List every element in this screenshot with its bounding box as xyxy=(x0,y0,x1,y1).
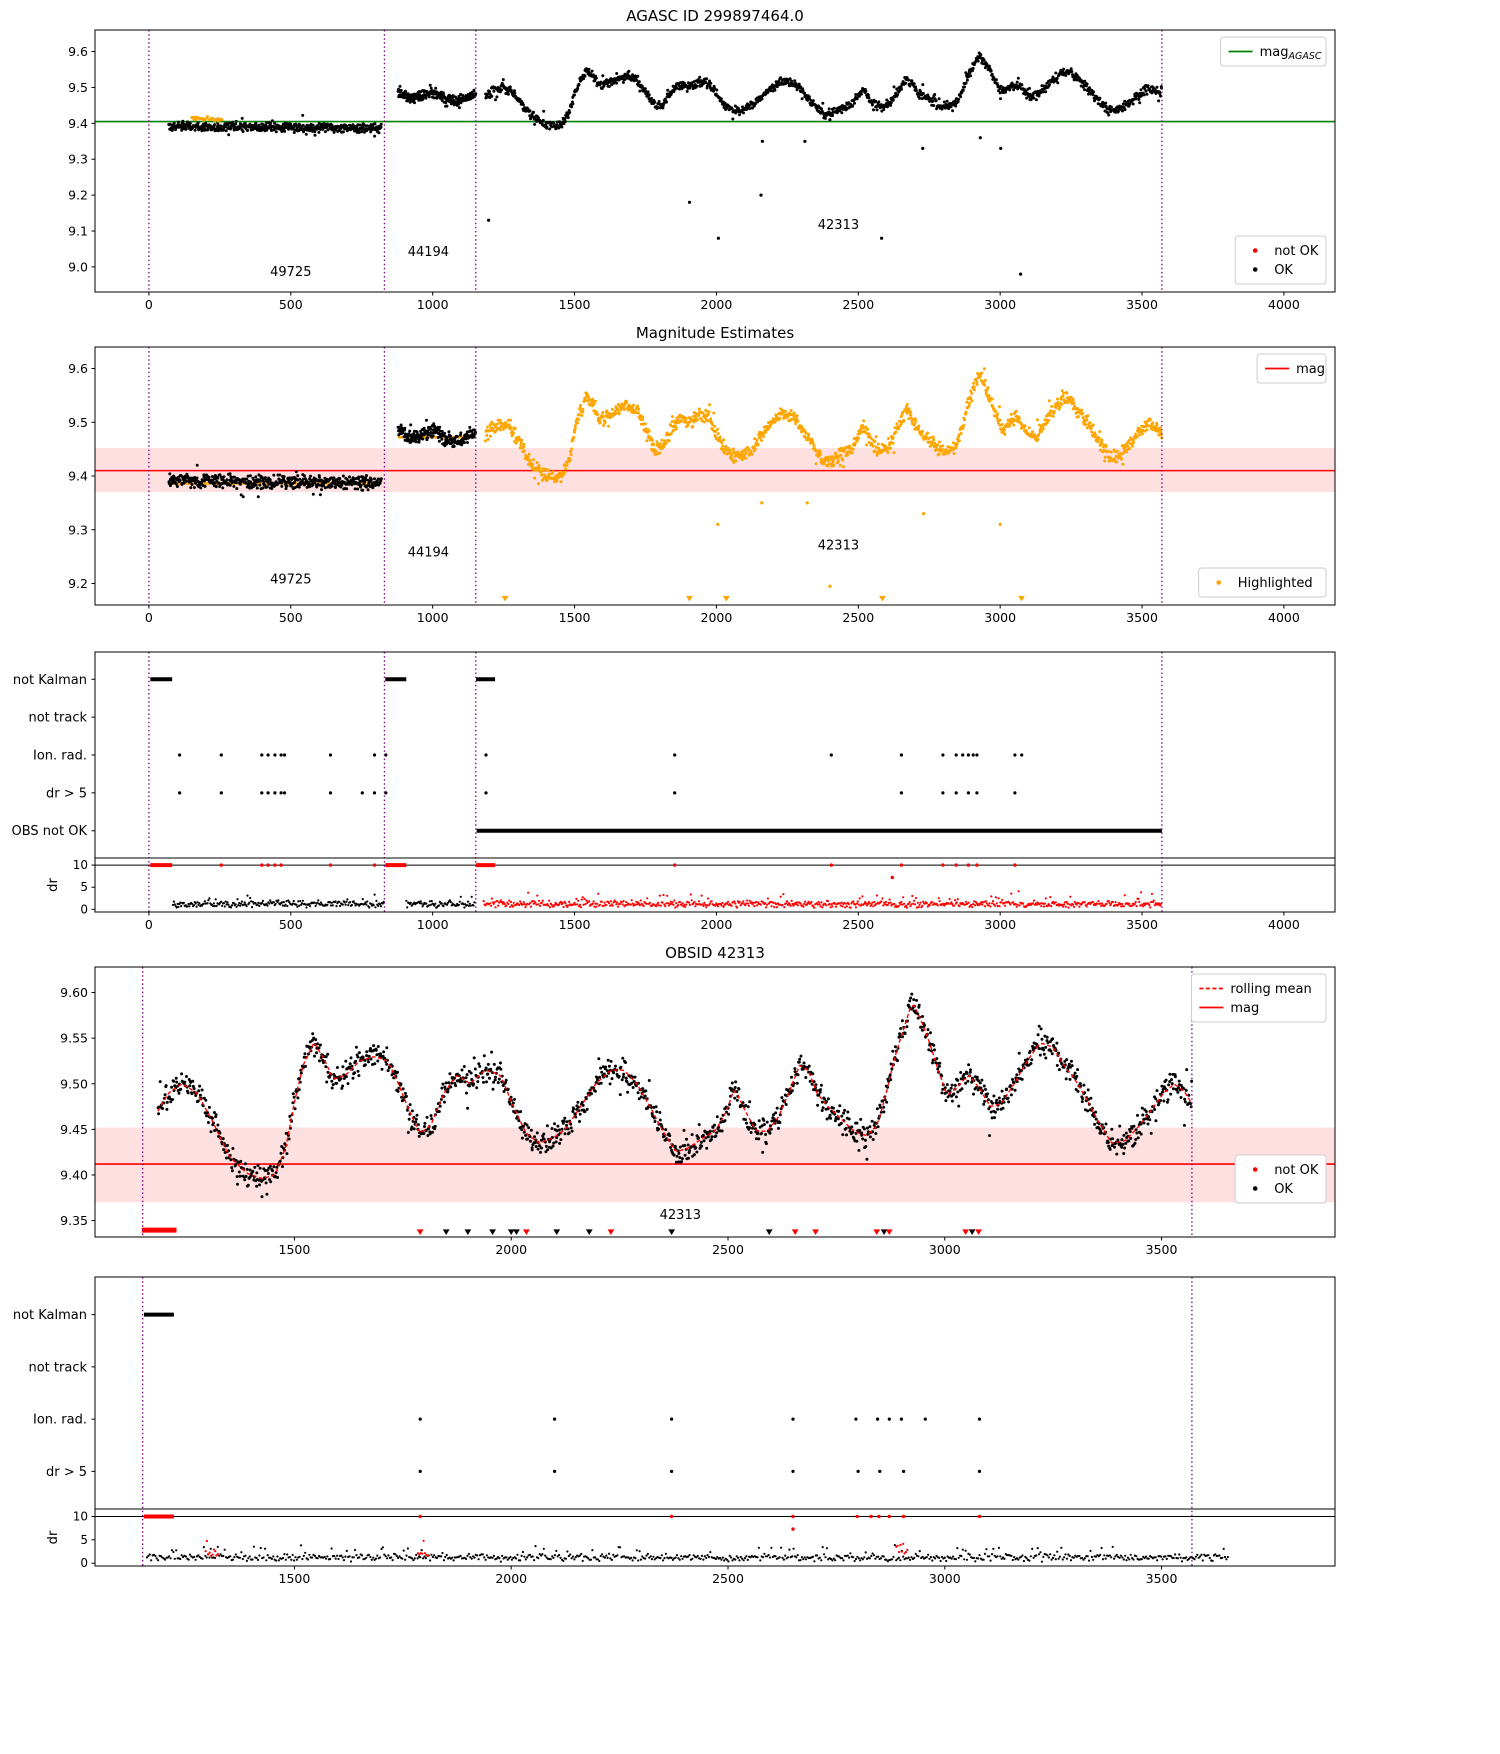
x-tick-label: 0 xyxy=(145,610,153,625)
obsid-annotation: 42313 xyxy=(660,1208,701,1223)
obsid-annotation: 44194 xyxy=(408,546,449,561)
y-tick-label: 9.40 xyxy=(60,1167,88,1182)
dr-axis-label: dr xyxy=(46,1530,61,1544)
legend-label: OK xyxy=(1274,1182,1293,1197)
x-tick-label: 2000 xyxy=(701,610,733,625)
legend-label: not OK xyxy=(1274,244,1319,259)
x-tick-label: 2000 xyxy=(701,297,733,312)
y-tick-label: 9.45 xyxy=(60,1122,88,1137)
legend-dot-sample xyxy=(1253,1186,1258,1191)
x-tick-label: 2000 xyxy=(701,917,733,932)
x-tick-label: 1500 xyxy=(559,297,591,312)
y-tick-label: 9.3 xyxy=(68,522,88,537)
legend-dot-sample xyxy=(1253,248,1258,253)
flag-row-label: dr > 5 xyxy=(46,1465,87,1480)
x-tick-label: 2500 xyxy=(842,297,874,312)
y-tick-label: 9.3 xyxy=(68,152,88,167)
x-tick-label: 2000 xyxy=(495,1242,527,1257)
y-tick-label: 9.4 xyxy=(68,469,88,484)
dr-tick-label: 10 xyxy=(73,858,88,872)
dr-tick-label: 5 xyxy=(80,880,88,894)
x-tick-label: 2500 xyxy=(712,1242,744,1257)
x-tick-label: 4000 xyxy=(1268,917,1300,932)
x-tick-label: 2500 xyxy=(842,917,874,932)
y-tick-label: 9.35 xyxy=(60,1213,88,1228)
y-tick-label: 9.2 xyxy=(68,576,88,591)
legend-label: mag xyxy=(1296,362,1325,377)
legend-label: rolling mean xyxy=(1230,982,1311,997)
x-tick-label: 1500 xyxy=(559,610,591,625)
y-tick-label: 9.55 xyxy=(60,1031,88,1046)
x-tick-label: 1000 xyxy=(417,917,449,932)
y-tick-label: 9.2 xyxy=(68,188,88,203)
x-tick-label: 500 xyxy=(279,610,303,625)
obsid-annotation: 42313 xyxy=(818,539,859,554)
y-tick-label: 9.60 xyxy=(60,985,88,1000)
x-tick-label: 1000 xyxy=(417,610,449,625)
x-tick-label: 1000 xyxy=(417,297,449,312)
legend-dot-sample xyxy=(1253,1167,1258,1172)
x-tick-label: 500 xyxy=(279,917,303,932)
flag-row-label: not Kalman xyxy=(13,1308,87,1323)
y-tick-label: 9.50 xyxy=(60,1076,88,1091)
legend-label: Highlighted xyxy=(1238,576,1313,591)
dr-tick-label: 5 xyxy=(80,1533,88,1547)
x-tick-label: 3000 xyxy=(984,297,1016,312)
x-tick-label: 3000 xyxy=(929,1571,961,1586)
dr-axis-label: dr xyxy=(46,878,61,892)
flag-row-label: Ion. rad. xyxy=(33,1413,87,1428)
x-tick-label: 2000 xyxy=(495,1571,527,1586)
legend-label: mag xyxy=(1230,1001,1259,1016)
flag-row-label: not track xyxy=(28,1360,87,1375)
y-tick-label: 9.4 xyxy=(68,116,88,131)
x-tick-label: 2500 xyxy=(712,1571,744,1586)
x-tick-label: 0 xyxy=(145,917,153,932)
x-tick-label: 3500 xyxy=(1126,917,1158,932)
y-tick-label: 9.6 xyxy=(68,44,88,59)
y-tick-label: 9.5 xyxy=(68,415,88,430)
flag-row-label: not track xyxy=(28,711,87,726)
legend-dot-sample xyxy=(1253,267,1258,272)
y-tick-label: 9.1 xyxy=(68,223,88,238)
y-tick-label: 9.0 xyxy=(68,259,88,274)
legend-label: OK xyxy=(1274,263,1293,278)
flag-row-label: dr > 5 xyxy=(46,786,87,801)
x-tick-label: 1500 xyxy=(559,917,591,932)
x-tick-label: 0 xyxy=(145,297,153,312)
x-tick-label: 3000 xyxy=(929,1242,961,1257)
x-tick-label: 2500 xyxy=(842,610,874,625)
x-tick-label: 3500 xyxy=(1146,1571,1178,1586)
legend-dot-sample xyxy=(1216,580,1221,585)
x-tick-label: 3000 xyxy=(984,917,1016,932)
x-tick-label: 3500 xyxy=(1146,1242,1178,1257)
flag-row-label: OBS not OK xyxy=(12,824,88,839)
x-tick-label: 3500 xyxy=(1126,297,1158,312)
flag-row-label: Ion. rad. xyxy=(33,749,87,764)
x-tick-label: 1500 xyxy=(279,1242,311,1257)
dr-tick-label: 10 xyxy=(73,1509,88,1523)
x-tick-label: 3000 xyxy=(984,610,1016,625)
panel-title: AGASC ID 299897464.0 xyxy=(626,7,804,25)
x-tick-label: 3500 xyxy=(1126,610,1158,625)
x-tick-label: 4000 xyxy=(1268,297,1300,312)
obsid-annotation: 49725 xyxy=(270,265,311,280)
dr-tick-label: 0 xyxy=(80,1556,88,1570)
dr-tick-label: 0 xyxy=(80,902,88,916)
panel-title: OBSID 42313 xyxy=(665,944,765,962)
y-tick-label: 9.5 xyxy=(68,80,88,95)
obsid-annotation: 42313 xyxy=(818,218,859,233)
panel-title: Magnitude Estimates xyxy=(636,324,794,342)
legend-label: not OK xyxy=(1274,1163,1319,1178)
obsid-annotation: 49725 xyxy=(270,573,311,588)
obsid-annotation: 44194 xyxy=(408,245,449,260)
y-tick-label: 9.6 xyxy=(68,361,88,376)
x-tick-label: 500 xyxy=(279,297,303,312)
x-tick-label: 4000 xyxy=(1268,610,1300,625)
mag-error-band xyxy=(95,1128,1335,1203)
x-tick-label: 1500 xyxy=(279,1571,311,1586)
flag-row-label: not Kalman xyxy=(13,673,87,688)
